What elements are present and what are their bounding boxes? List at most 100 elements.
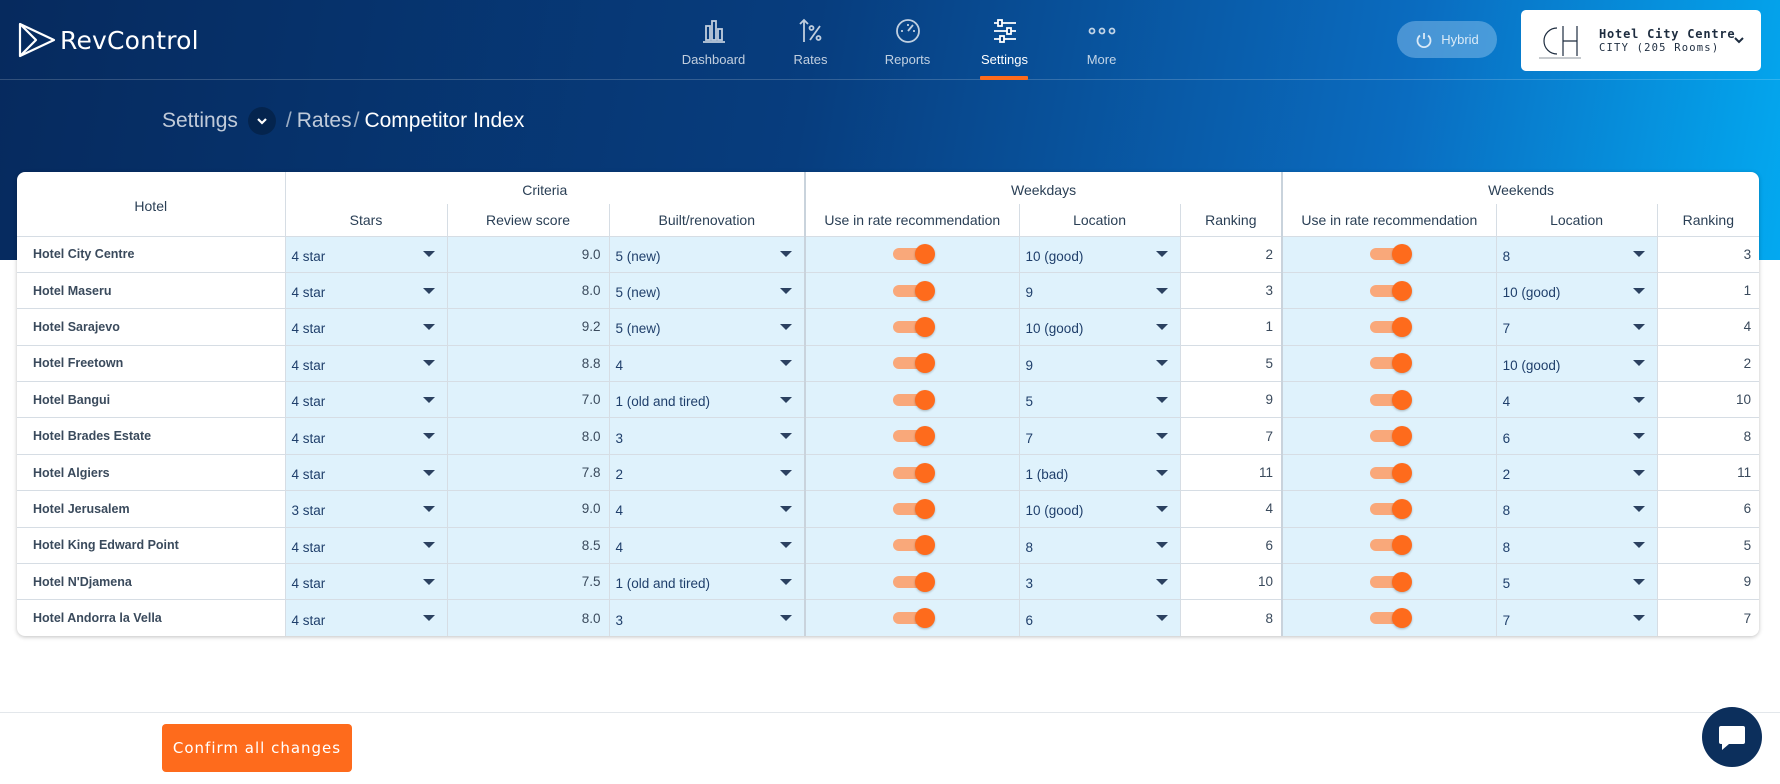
stars-select[interactable]: 4 star <box>286 346 447 381</box>
weekdays-location-select[interactable]: 10 (good) <box>1020 309 1180 344</box>
weekends-location-select[interactable]: 7 <box>1497 600 1657 636</box>
app-logo[interactable]: RevControl <box>18 20 199 60</box>
weekdays-location-select[interactable]: 7 <box>1020 418 1180 453</box>
built-select[interactable]: 3 <box>610 600 805 636</box>
nav-dashboard[interactable]: Dashboard <box>665 0 762 80</box>
stars-select[interactable]: 3 star <box>286 491 447 526</box>
built-select[interactable]: 5 (new) <box>610 237 805 272</box>
weekdays-use-toggle[interactable] <box>893 280 936 302</box>
weekends-use-toggle[interactable] <box>1370 280 1413 302</box>
weekends-location-value: 8 <box>1502 503 1511 519</box>
built-select[interactable]: 1 (old and tired) <box>610 382 805 417</box>
weekdays-location-select[interactable]: 10 (good) <box>1020 491 1180 526</box>
stars-select[interactable]: 4 star <box>286 273 447 308</box>
weekdays-use-toggle[interactable] <box>893 462 936 484</box>
stars-select[interactable]: 4 star <box>286 455 447 490</box>
weekdays-use-toggle[interactable] <box>893 425 936 447</box>
weekends-location-select[interactable]: 10 (good) <box>1497 273 1657 308</box>
weekends-use-toggle[interactable] <box>1370 571 1413 593</box>
review-score-input[interactable]: 9.2 <box>447 308 610 346</box>
confirm-all-changes-button[interactable]: Confirm all changes <box>162 724 352 772</box>
weekdays-location-select[interactable]: 8 <box>1020 528 1180 563</box>
stars-select[interactable]: 4 star <box>286 237 447 272</box>
weekends-location-select[interactable]: 4 <box>1497 382 1657 417</box>
review-score-input[interactable]: 7.8 <box>447 453 610 491</box>
weekends-location-select[interactable]: 8 <box>1497 237 1657 272</box>
built-select[interactable]: 4 <box>610 528 805 563</box>
review-score-input[interactable]: 8.5 <box>447 526 610 564</box>
weekends-location-select[interactable]: 2 <box>1497 455 1657 490</box>
weekends-location-select[interactable]: 8 <box>1497 491 1657 526</box>
weekdays-use-toggle[interactable] <box>893 389 936 411</box>
stars-cell: 4 star <box>285 563 448 600</box>
nav-settings[interactable]: Settings <box>956 0 1053 80</box>
weekdays-location-cell: 10 (good) <box>1019 308 1181 346</box>
weekends-location-select[interactable]: 7 <box>1497 309 1657 344</box>
stars-select[interactable]: 4 star <box>286 418 447 453</box>
weekdays-use-toggle[interactable] <box>893 607 936 629</box>
built-select[interactable]: 4 <box>610 346 805 381</box>
review-score-input[interactable]: 7.0 <box>447 381 610 418</box>
stars-select[interactable]: 4 star <box>286 600 447 636</box>
weekends-use-toggle[interactable] <box>1370 462 1413 484</box>
weekdays-location-select[interactable]: 3 <box>1020 564 1180 599</box>
weekends-use-toggle[interactable] <box>1370 425 1413 447</box>
hotel-selector[interactable]: Hotel City Centre CITY (205 Rooms) <box>1521 10 1761 71</box>
weekdays-use-toggle[interactable] <box>893 316 936 338</box>
weekdays-use-cell <box>805 599 1020 636</box>
weekdays-location-value: 10 (good) <box>1025 321 1084 337</box>
stars-select[interactable]: 4 star <box>286 382 447 417</box>
weekdays-use-toggle[interactable] <box>893 571 936 593</box>
weekdays-location-select[interactable]: 1 (bad) <box>1020 455 1180 490</box>
review-score-input[interactable]: 8.0 <box>447 599 610 636</box>
review-score-input[interactable]: 9.0 <box>447 235 610 273</box>
review-score-input[interactable]: 8.0 <box>447 271 610 309</box>
review-score-input[interactable]: 8.8 <box>447 344 610 382</box>
weekends-use-toggle[interactable] <box>1370 243 1413 265</box>
weekdays-use-toggle[interactable] <box>893 243 936 265</box>
weekdays-location-select[interactable]: 10 (good) <box>1020 237 1180 272</box>
review-score-input[interactable]: 7.5 <box>447 563 610 600</box>
weekdays-use-toggle[interactable] <box>893 352 936 374</box>
col-weekends-use: Use in rate recommendation <box>1282 204 1497 236</box>
review-score-input[interactable]: 8.0 <box>447 417 610 455</box>
weekdays-use-toggle[interactable] <box>893 498 936 520</box>
review-score-input[interactable]: 9.0 <box>447 490 610 528</box>
built-select[interactable]: 5 (new) <box>610 309 805 344</box>
built-select[interactable]: 2 <box>610 455 805 490</box>
nav-rates[interactable]: Rates <box>762 0 859 80</box>
weekends-use-toggle[interactable] <box>1370 316 1413 338</box>
weekdays-location-select[interactable]: 9 <box>1020 346 1180 381</box>
stars-cell: 4 star <box>285 381 448 418</box>
breadcrumb-rates[interactable]: Rates <box>296 109 352 132</box>
weekdays-location-select[interactable]: 5 <box>1020 382 1180 417</box>
chat-button[interactable] <box>1702 707 1762 767</box>
weekends-use-toggle[interactable] <box>1370 498 1413 520</box>
stars-select[interactable]: 4 star <box>286 564 447 599</box>
weekends-location-select[interactable]: 10 (good) <box>1497 346 1657 381</box>
nav-more[interactable]: More <box>1053 0 1150 80</box>
stars-value: 4 star <box>291 539 326 555</box>
hotel-name-cell: Hotel King Edward Point <box>17 526 286 564</box>
weekends-location-select[interactable]: 8 <box>1497 528 1657 563</box>
weekends-location-select[interactable]: 6 <box>1497 418 1657 453</box>
nav-label: Reports <box>884 52 931 67</box>
breadcrumb-settings[interactable]: Settings <box>162 109 238 132</box>
stars-select[interactable]: 4 star <box>286 309 447 344</box>
mode-toggle-button[interactable]: Hybrid <box>1397 21 1497 58</box>
weekdays-use-toggle[interactable] <box>893 534 936 556</box>
weekends-use-toggle[interactable] <box>1370 352 1413 374</box>
nav-reports[interactable]: Reports <box>859 0 956 80</box>
built-select[interactable]: 3 <box>610 418 805 453</box>
built-select[interactable]: 4 <box>610 491 805 526</box>
weekends-use-toggle[interactable] <box>1370 389 1413 411</box>
breadcrumb-dropdown[interactable] <box>247 107 276 135</box>
weekdays-location-select[interactable]: 6 <box>1020 600 1180 636</box>
weekends-use-toggle[interactable] <box>1370 534 1413 556</box>
weekdays-location-select[interactable]: 9 <box>1020 273 1180 308</box>
weekends-location-select[interactable]: 5 <box>1497 564 1657 599</box>
stars-select[interactable]: 4 star <box>286 528 447 563</box>
built-select[interactable]: 1 (old and tired) <box>610 564 805 599</box>
weekends-use-toggle[interactable] <box>1370 607 1413 629</box>
built-select[interactable]: 5 (new) <box>610 273 805 308</box>
